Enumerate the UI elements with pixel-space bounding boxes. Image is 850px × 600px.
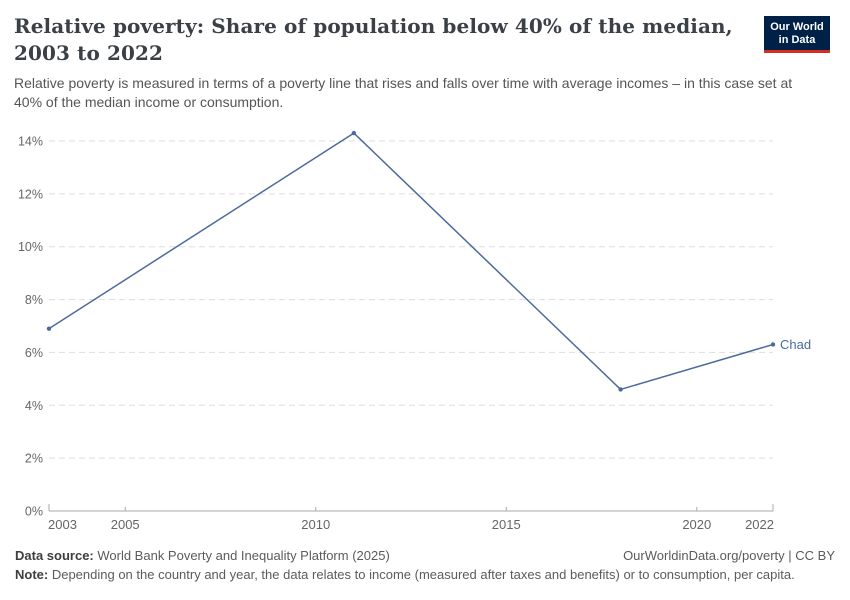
note-line: Note: Depending on the country and year,… xyxy=(15,565,835,584)
x-tick-label: 2010 xyxy=(301,517,330,532)
y-tick-label: 2% xyxy=(25,452,43,466)
y-tick-label: 4% xyxy=(25,399,43,413)
series-label[interactable]: Chad xyxy=(780,337,811,352)
note-text: Depending on the country and year, the d… xyxy=(48,567,795,582)
chart-subtitle: Relative poverty is measured in terms of… xyxy=(14,75,793,110)
x-tick-label: 2015 xyxy=(492,517,521,532)
y-tick-label: 0% xyxy=(25,505,43,519)
data-source-text: World Bank Poverty and Inequality Platfo… xyxy=(93,548,390,563)
data-source-label: Data source: xyxy=(15,548,94,563)
chart-footer: Data source: World Bank Poverty and Ineq… xyxy=(15,546,835,584)
note-label: Note: xyxy=(15,567,49,582)
owid-logo[interactable]: Our World in Data xyxy=(764,16,830,54)
y-tick-label: 14% xyxy=(18,135,43,149)
x-tick-label: 2020 xyxy=(682,517,711,532)
x-tick-label: 2022 xyxy=(745,517,774,532)
data-point[interactable] xyxy=(46,326,52,331)
x-tick-label: 2005 xyxy=(111,517,140,532)
y-tick-label: 8% xyxy=(25,293,43,307)
data-point[interactable] xyxy=(618,387,623,392)
data-source-line: Data source: World Bank Poverty and Ineq… xyxy=(15,546,835,565)
data-point[interactable] xyxy=(351,130,357,136)
page-title: Relative poverty: Share of population be… xyxy=(14,14,733,65)
owid-logo-line1: Our World xyxy=(770,21,824,33)
y-tick-label: 12% xyxy=(18,187,43,201)
y-tick-label: 10% xyxy=(18,240,43,254)
data-point[interactable] xyxy=(770,342,776,347)
chart-svg: 0% 2% 4% 6% 8% 10% 12% 14% 2003 2005 2010 2015 2020 2… xyxy=(18,130,811,532)
series-line[interactable] xyxy=(48,132,774,391)
owid-logo-line2: in Data xyxy=(778,34,816,47)
y-tick-label: 6% xyxy=(25,346,43,360)
footer-link[interactable]: OurWorldinData.org/poverty | CC BY xyxy=(623,548,835,563)
x-tick-label: 2003 xyxy=(48,517,77,532)
